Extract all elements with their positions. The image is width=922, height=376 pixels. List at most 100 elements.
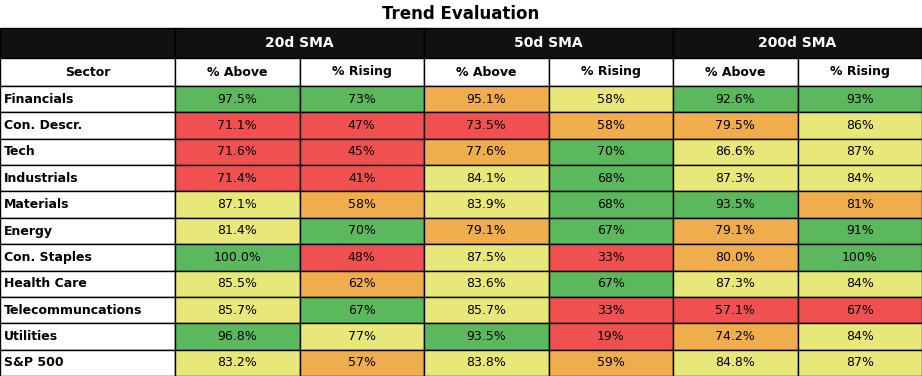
Bar — [424, 244, 549, 271]
Text: 67%: 67% — [597, 277, 625, 290]
Bar — [0, 350, 175, 376]
Text: Materials: Materials — [4, 198, 69, 211]
Text: 62%: 62% — [348, 277, 375, 290]
Text: % Above: % Above — [207, 65, 267, 79]
Bar — [0, 244, 175, 271]
Bar — [175, 58, 300, 86]
Bar — [673, 218, 798, 244]
Bar — [798, 244, 922, 271]
Text: 68%: 68% — [597, 172, 625, 185]
Bar — [300, 297, 424, 323]
Bar — [549, 271, 673, 297]
Text: 83.6%: 83.6% — [467, 277, 506, 290]
Bar — [798, 112, 922, 139]
Bar — [0, 28, 175, 58]
Text: 85.7%: 85.7% — [218, 303, 257, 317]
Bar — [798, 165, 922, 191]
Text: 87%: 87% — [845, 356, 874, 369]
Text: Financials: Financials — [4, 92, 75, 106]
Bar — [549, 244, 673, 271]
Bar — [549, 297, 673, 323]
Bar — [175, 297, 300, 323]
Bar — [424, 165, 549, 191]
Text: 57.1%: 57.1% — [715, 303, 755, 317]
Bar — [673, 86, 798, 112]
Bar — [424, 297, 549, 323]
Text: 80.0%: 80.0% — [715, 251, 755, 264]
Text: 45%: 45% — [348, 146, 375, 158]
Bar — [549, 112, 673, 139]
Bar — [549, 350, 673, 376]
Text: 79.1%: 79.1% — [467, 224, 506, 238]
Bar — [300, 350, 424, 376]
Text: 81%: 81% — [845, 198, 874, 211]
Bar — [0, 112, 175, 139]
Text: 79.1%: 79.1% — [715, 224, 755, 238]
Text: % Rising: % Rising — [581, 65, 641, 79]
Bar — [673, 244, 798, 271]
Bar — [424, 271, 549, 297]
Text: 96.8%: 96.8% — [218, 330, 257, 343]
Text: 33%: 33% — [597, 251, 624, 264]
Bar — [424, 58, 549, 86]
Text: 79.5%: 79.5% — [715, 119, 755, 132]
Text: Telecommuncations: Telecommuncations — [4, 303, 142, 317]
Text: Sector: Sector — [65, 65, 111, 79]
Text: 84.8%: 84.8% — [715, 356, 755, 369]
Text: 77%: 77% — [348, 330, 376, 343]
Text: 92.6%: 92.6% — [715, 92, 755, 106]
Text: 71.1%: 71.1% — [218, 119, 257, 132]
Bar — [0, 297, 175, 323]
Bar — [175, 86, 300, 112]
Bar — [175, 323, 300, 350]
Bar — [798, 191, 922, 218]
Text: 71.4%: 71.4% — [218, 172, 257, 185]
Bar — [798, 218, 922, 244]
Bar — [424, 28, 673, 58]
Bar — [0, 218, 175, 244]
Bar — [549, 323, 673, 350]
Bar — [300, 86, 424, 112]
Bar — [673, 350, 798, 376]
Bar — [0, 165, 175, 191]
Text: 100.0%: 100.0% — [213, 251, 261, 264]
Text: Con. Staples: Con. Staples — [4, 251, 92, 264]
Text: % Rising: % Rising — [830, 65, 890, 79]
Text: 50d SMA: 50d SMA — [514, 36, 583, 50]
Bar — [798, 139, 922, 165]
Text: S&P 500: S&P 500 — [4, 356, 64, 369]
Bar — [549, 139, 673, 165]
Bar — [798, 323, 922, 350]
Text: 48%: 48% — [348, 251, 375, 264]
Bar — [0, 139, 175, 165]
Bar — [549, 58, 673, 86]
Bar — [175, 271, 300, 297]
Text: 70%: 70% — [597, 146, 625, 158]
Text: 47%: 47% — [348, 119, 375, 132]
Text: % Above: % Above — [456, 65, 516, 79]
Text: 33%: 33% — [597, 303, 624, 317]
Bar — [424, 323, 549, 350]
Bar — [300, 244, 424, 271]
Bar — [175, 244, 300, 271]
Text: 86%: 86% — [845, 119, 874, 132]
Bar — [424, 350, 549, 376]
Text: 100%: 100% — [842, 251, 878, 264]
Text: 73%: 73% — [348, 92, 375, 106]
Text: Industrials: Industrials — [4, 172, 78, 185]
Bar — [424, 218, 549, 244]
Text: 58%: 58% — [597, 92, 625, 106]
Text: 58%: 58% — [348, 198, 376, 211]
Text: 81.4%: 81.4% — [218, 224, 257, 238]
Bar — [300, 58, 424, 86]
Text: 87.3%: 87.3% — [715, 172, 755, 185]
Text: 86.6%: 86.6% — [715, 146, 755, 158]
Text: 87.3%: 87.3% — [715, 277, 755, 290]
Text: 93.5%: 93.5% — [715, 198, 755, 211]
Text: 83.9%: 83.9% — [467, 198, 506, 211]
Text: 19%: 19% — [597, 330, 624, 343]
Bar — [300, 112, 424, 139]
Bar — [424, 112, 549, 139]
Text: Tech: Tech — [4, 146, 36, 158]
Bar — [798, 86, 922, 112]
